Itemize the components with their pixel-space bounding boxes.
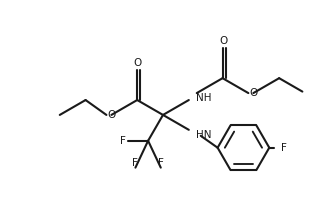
Text: O: O — [107, 110, 115, 120]
Text: O: O — [133, 58, 141, 68]
Text: O: O — [219, 36, 228, 46]
Text: F: F — [158, 158, 164, 168]
Text: HN: HN — [196, 130, 211, 140]
Text: F: F — [132, 158, 138, 168]
Text: F: F — [281, 143, 287, 153]
Text: O: O — [249, 88, 258, 98]
Text: NH: NH — [196, 93, 211, 103]
Text: F: F — [120, 136, 126, 146]
